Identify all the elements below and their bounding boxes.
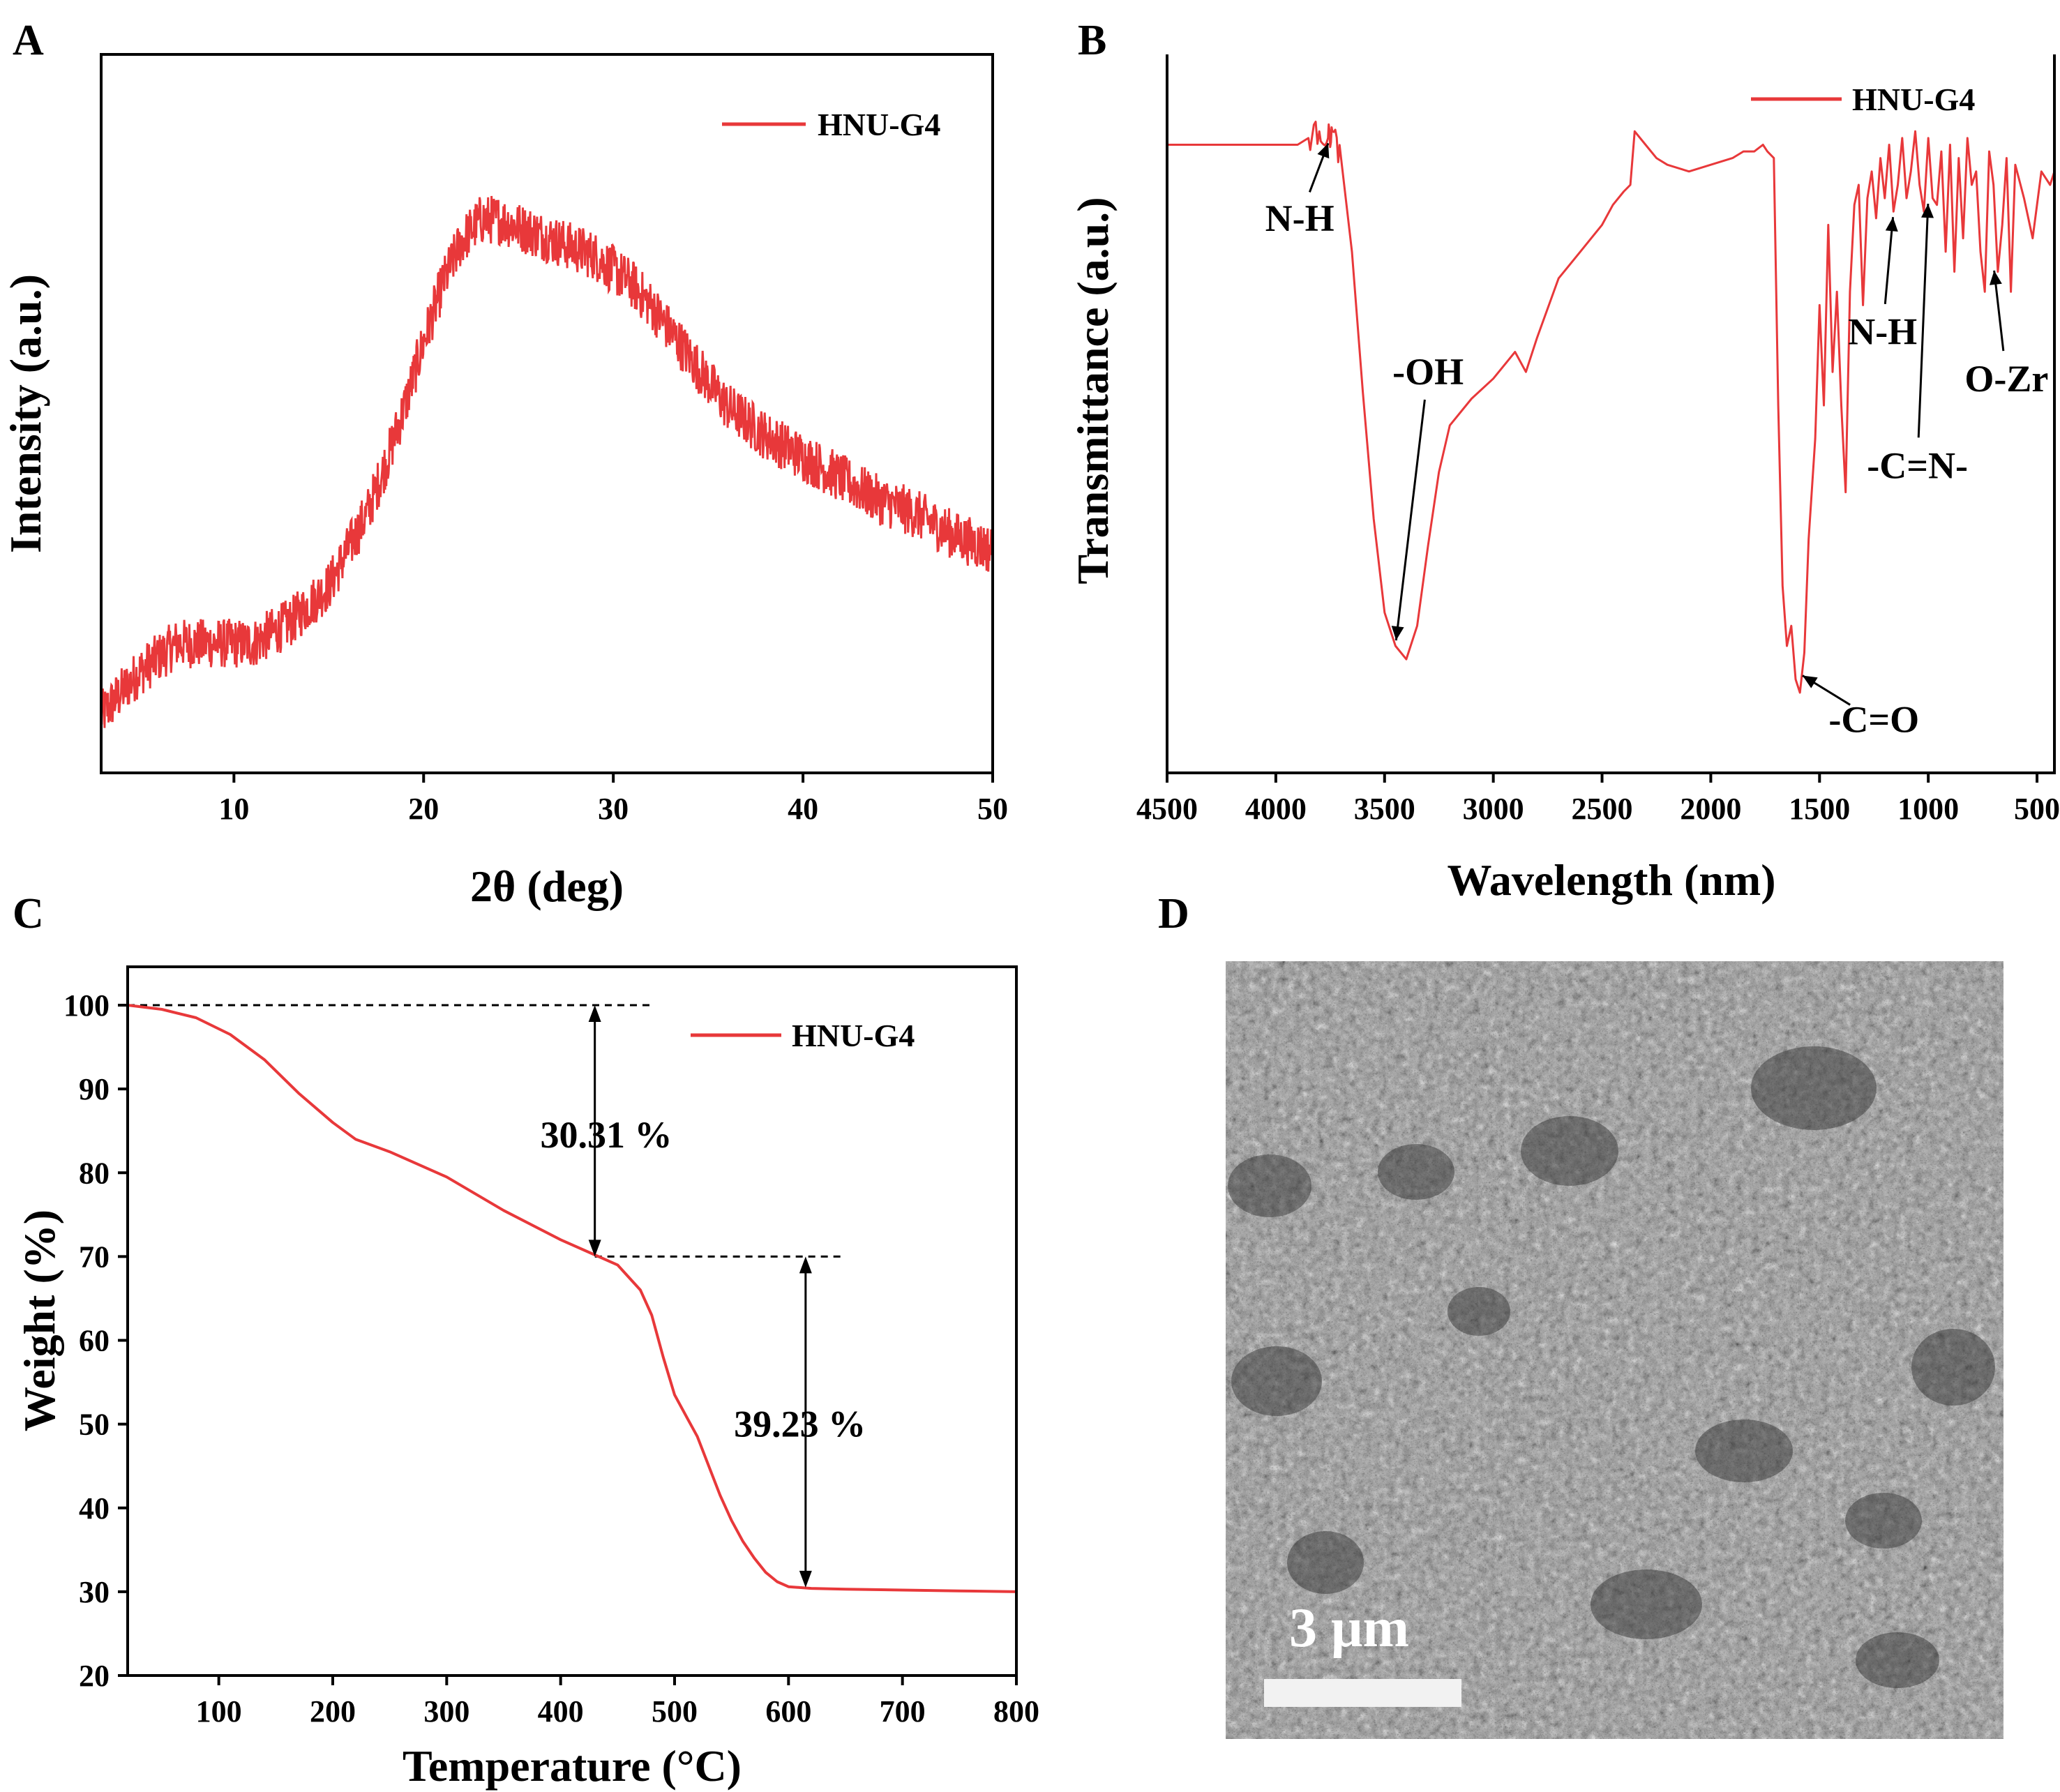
xrd-x-tick-label: 30 <box>598 792 629 826</box>
ftir-x-tick-label: 2500 <box>1572 792 1633 826</box>
ftir-annotation-arrow <box>1884 217 1895 305</box>
ftir-x-tick-label: 4500 <box>1136 792 1198 826</box>
ftir-arrow-head <box>1802 675 1818 688</box>
tga-annotation-label: 30.31 % <box>541 1114 672 1156</box>
tga-arrow-head <box>799 1256 812 1274</box>
tga-y-axis-title: Weight (%) <box>15 1210 64 1431</box>
tga-y-tick-label: 70 <box>79 1240 110 1274</box>
sem-image: 3 μm <box>1226 961 2003 1739</box>
tga-y-tick-label: 90 <box>79 1072 110 1106</box>
ftir-annotation-label: -OH <box>1392 351 1464 393</box>
scale-bar-label: 3 μm <box>1289 1597 1409 1659</box>
xrd-x-tick-label: 20 <box>408 792 439 826</box>
ftir-annotation-label: N-H <box>1265 197 1335 239</box>
tga-x-tick-label: 500 <box>652 1694 698 1729</box>
ftir-arrow-head <box>1921 204 1934 218</box>
tga-arrow-head <box>588 1005 601 1022</box>
tga-y-tick-label: 30 <box>79 1575 110 1609</box>
xrd-plot-frame <box>100 53 994 774</box>
ftir-chart: 4500 4000 3500 3000 2500 2000 1500 1000 500 N-H -… <box>1068 54 2060 905</box>
tga-x-axis-title: Temperature (°C) <box>403 1741 742 1791</box>
ftir-arrow-head <box>1989 270 2002 285</box>
panel-letter-d: D <box>1158 890 1189 938</box>
tga-legend-label: HNU-G4 <box>792 1018 915 1053</box>
tga-y-tick-label: 50 <box>79 1408 110 1442</box>
ftir-x-tick-label: 2000 <box>1680 792 1741 826</box>
tga-x-tick-label: 800 <box>993 1694 1039 1729</box>
tga-x-tick-label: 700 <box>880 1694 926 1729</box>
tga-y-tick-label: 20 <box>79 1659 110 1693</box>
ftir-annotation-arrow <box>1394 399 1426 641</box>
tga-series-line <box>127 1004 1017 1593</box>
scale-bar <box>1264 1679 1461 1707</box>
xrd-x-tick-label: 40 <box>788 792 818 826</box>
ftir-x-tick-label: 500 <box>2014 792 2060 826</box>
ftir-x-axis-title: Wavelength (nm) <box>1447 855 1775 905</box>
xrd-x-axis-title: 2θ (deg) <box>470 861 624 911</box>
xrd-legend-label: HNU-G4 <box>818 107 940 142</box>
ftir-annotation-arrow <box>1917 204 1930 438</box>
panel-letter-b: B <box>1078 17 1106 64</box>
tga-chart: 100 200 300 400 500 600 700 800 20 30 40 50 60 70 80 90… <box>15 965 1039 1791</box>
panel-letter-c: C <box>13 890 44 938</box>
ftir-annotation-label: -C=O <box>1828 698 1919 740</box>
ftir-arrow-head <box>1317 143 1330 159</box>
tga-x-tick-label: 400 <box>538 1694 584 1729</box>
tga-y-tick-label: 100 <box>63 988 110 1023</box>
ftir-annotation-label: N-H <box>1848 311 1917 353</box>
xrd-chart: 10 20 30 40 50 HNU-G4 2θ (deg) Intensity (a.… <box>1 53 1008 911</box>
ftir-legend-label: HNU-G4 <box>1852 82 1975 117</box>
ftir-x-tick-label: 3000 <box>1463 792 1524 826</box>
tga-plot-frame <box>126 965 1018 1677</box>
ftir-arrow-head <box>1885 217 1898 232</box>
ftir-x-tick-label: 4000 <box>1245 792 1307 826</box>
ftir-annotation-label: O-Zr <box>1964 358 2048 400</box>
tga-arrow-head <box>799 1570 812 1588</box>
tga-x-tick-label: 100 <box>196 1694 242 1729</box>
xrd-series-line <box>100 195 993 728</box>
ftir-x-tick-label: 3500 <box>1354 792 1415 826</box>
ftir-series-line <box>1167 121 2056 694</box>
xrd-x-tick-label: 10 <box>218 792 249 826</box>
ftir-x-tick-label: 1000 <box>1897 792 1959 826</box>
tga-y-tick-label: 80 <box>79 1156 110 1190</box>
ftir-plot-frame <box>1166 54 2056 774</box>
ftir-y-axis-title: Transmittance (a.u.) <box>1068 197 1118 584</box>
tga-x-tick-label: 200 <box>310 1694 356 1729</box>
xrd-y-axis-title: Intensity (a.u.) <box>1 274 50 553</box>
tga-annotation-label: 39.23 % <box>734 1403 866 1445</box>
panel-letter-a: A <box>13 17 44 64</box>
tga-arrow-head <box>588 1240 601 1257</box>
xrd-x-tick-label: 50 <box>977 792 1008 826</box>
sem-dark-pores <box>1228 1046 1995 1688</box>
ftir-arrow-head <box>1391 626 1404 641</box>
ftir-x-tick-label: 1500 <box>1789 792 1850 826</box>
tga-y-tick-label: 60 <box>79 1324 110 1358</box>
ftir-annotation-label: -C=N- <box>1867 444 1968 486</box>
tga-x-tick-label: 300 <box>423 1694 469 1729</box>
tga-y-tick-label: 40 <box>79 1491 110 1526</box>
tga-x-tick-label: 600 <box>765 1694 811 1729</box>
